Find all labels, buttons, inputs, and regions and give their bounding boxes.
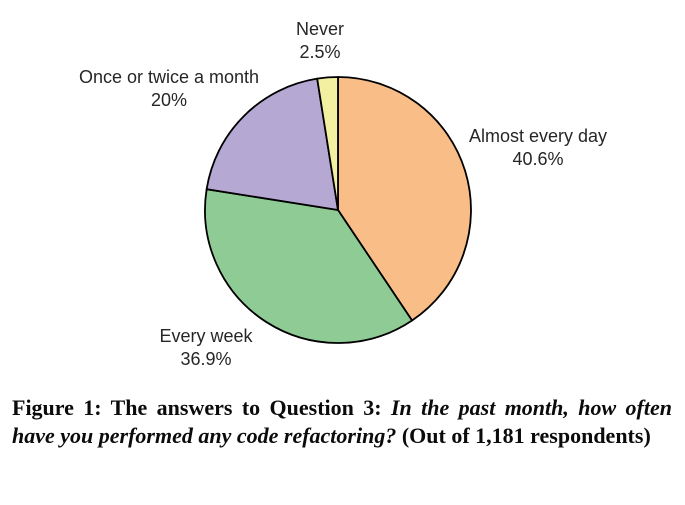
- caption-question-italic: In the past month, how often have you pe…: [12, 395, 672, 448]
- pie-label-category: Never: [295, 19, 345, 39]
- pie-label-percent: 40.6%: [512, 149, 564, 169]
- pie-label-every-week: Every week 36.9%: [159, 325, 252, 371]
- pie-slice-once-or-twice-a-month: [205, 77, 339, 211]
- pie-chart: [204, 76, 472, 344]
- figure-caption: Figure 1: The answers to Question 3: In …: [12, 394, 672, 450]
- pie-label-percent: 36.9%: [180, 349, 232, 369]
- pie-label-never: Never 2.5%: [296, 18, 344, 64]
- pie-slice-never: [316, 76, 339, 211]
- pie-label-category: Almost every day: [468, 126, 608, 146]
- caption-prefix: Figure 1: The answers to Question 3:: [12, 395, 391, 420]
- pie-chart-area: Almost every day 40.6% Every week 36.9% Once…: [79, 18, 607, 371]
- pie-label-once-or-twice-a-month: Once or twice a month 20%: [79, 66, 259, 112]
- pie-label-almost-every-day: Almost every day 40.6%: [469, 125, 607, 171]
- pie-slice-almost-every-day: [337, 76, 472, 322]
- pie-label-percent: 20%: [150, 90, 188, 110]
- pie-label-percent: 2.5%: [299, 42, 341, 62]
- pie-slice-every-week: [204, 188, 413, 344]
- caption-suffix: (Out of 1,181 respondents): [396, 423, 651, 448]
- pie-label-category: Every week: [159, 326, 253, 346]
- pie-label-category: Once or twice a month: [78, 67, 260, 87]
